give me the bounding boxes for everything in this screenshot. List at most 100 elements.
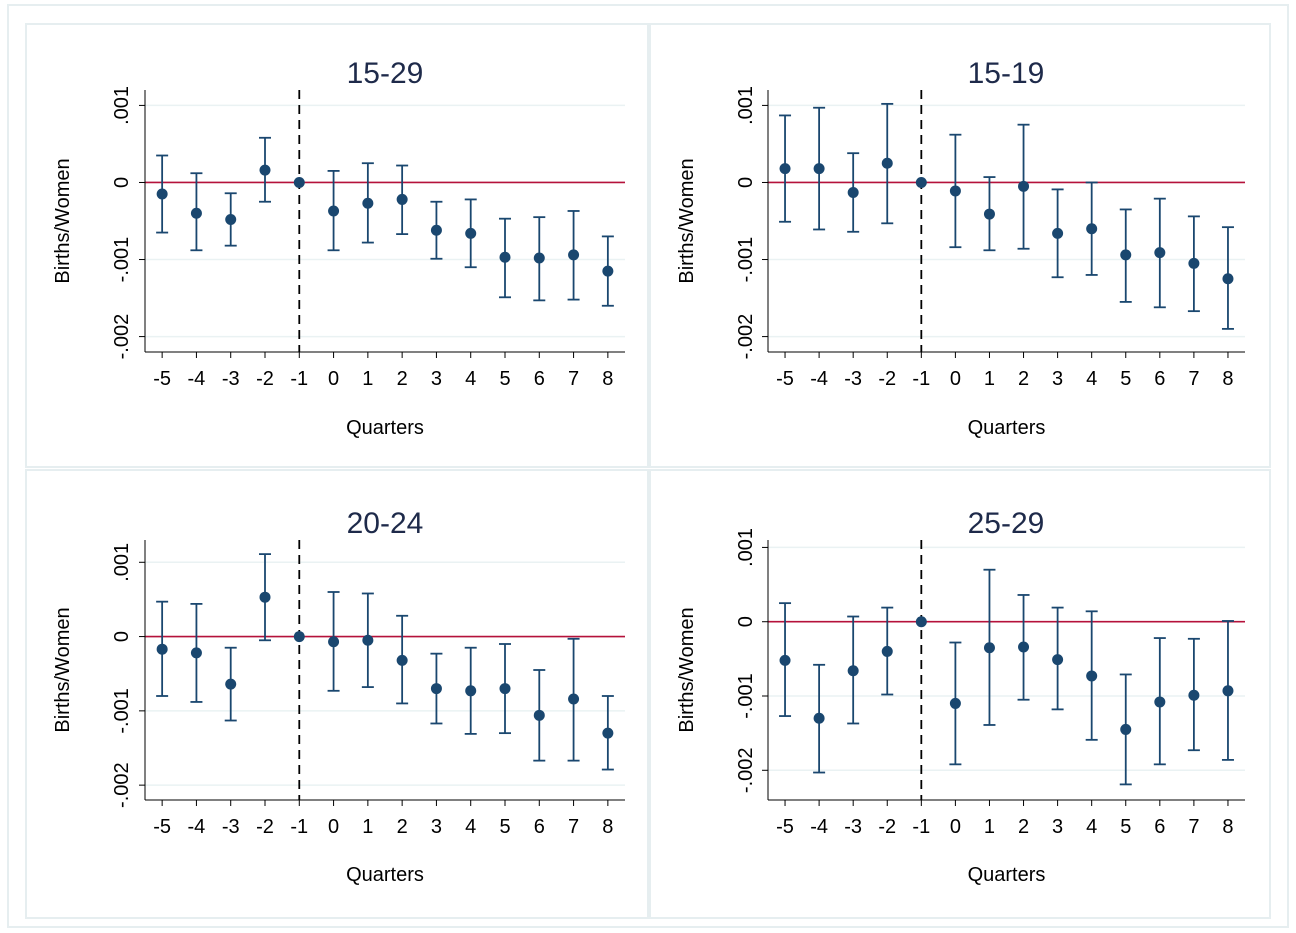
- x-tick-label: 1: [984, 368, 995, 390]
- point-estimate: [915, 616, 927, 628]
- x-tick-label: -5: [776, 368, 794, 390]
- point-estimate: [983, 208, 995, 220]
- point-estimate: [225, 678, 237, 690]
- point-estimate: [1120, 249, 1132, 261]
- point-estimate: [465, 685, 477, 697]
- y-tick-label: -.002: [111, 762, 133, 808]
- panel-title: 15-29: [347, 57, 424, 90]
- x-tick-label: -1: [912, 816, 930, 838]
- x-tick-label: 1: [984, 816, 995, 838]
- x-tick-label: 7: [1188, 816, 1199, 838]
- x-tick-label: 8: [1222, 816, 1233, 838]
- x-tick-label: 5: [499, 816, 510, 838]
- y-tick-label: .001: [735, 528, 757, 567]
- point-estimate: [568, 249, 580, 261]
- point-estimate: [813, 163, 825, 175]
- point-estimate: [949, 697, 961, 709]
- x-tick-label: 6: [534, 816, 545, 838]
- y-tick-label: -.001: [111, 237, 133, 283]
- panel-frame: [25, 23, 649, 468]
- x-tick-label: 0: [328, 816, 339, 838]
- point-estimate: [1052, 654, 1064, 666]
- x-tick-label: 4: [465, 368, 476, 390]
- point-estimate: [328, 636, 340, 648]
- point-estimate: [949, 185, 961, 197]
- y-tick-label: -.002: [111, 314, 133, 360]
- y-axis-label: Births/Women: [52, 158, 74, 283]
- x-axis-label: Quarters: [968, 864, 1046, 886]
- x-tick-label: 3: [1052, 368, 1063, 390]
- point-estimate: [293, 176, 305, 188]
- point-estimate: [1018, 180, 1030, 192]
- panel-15-19: .001 0 -.001 -.002 -5 -4 -3 -2 -1 0 1 2 3 4 5 6 7 8 15-19 Q…: [649, 23, 1271, 468]
- point-estimate: [1154, 696, 1166, 708]
- x-tick-label: -3: [222, 368, 240, 390]
- point-estimate: [499, 251, 511, 263]
- point-estimate: [156, 643, 168, 655]
- point-estimate: [1018, 641, 1030, 653]
- point-estimate: [881, 645, 893, 657]
- panel-frame: [649, 23, 1271, 468]
- point-estimate: [779, 654, 791, 666]
- point-estimate: [847, 665, 859, 677]
- x-axis-label: Quarters: [968, 417, 1046, 439]
- y-axis-label: Births/Women: [676, 607, 698, 732]
- x-tick-label: 0: [950, 816, 961, 838]
- y-tick-label: 0: [735, 616, 757, 627]
- y-tick-label: -.001: [735, 673, 757, 719]
- x-tick-label: -3: [844, 816, 862, 838]
- y-tick-label: -.001: [111, 688, 133, 734]
- x-tick-label: -2: [256, 368, 274, 390]
- x-tick-label: 2: [397, 816, 408, 838]
- x-tick-label: 5: [1120, 368, 1131, 390]
- point-estimate: [499, 683, 511, 695]
- point-estimate: [190, 647, 202, 659]
- y-tick-label: -.001: [735, 237, 757, 283]
- point-estimate: [259, 164, 271, 176]
- y-tick-label: -.002: [735, 314, 757, 360]
- x-tick-label: 5: [1120, 816, 1131, 838]
- x-tick-label: 6: [1154, 816, 1165, 838]
- x-tick-label: -4: [188, 816, 206, 838]
- point-estimate: [847, 186, 859, 198]
- x-tick-label: 7: [568, 368, 579, 390]
- y-tick-label: -.002: [735, 747, 757, 793]
- x-tick-label: -1: [290, 368, 308, 390]
- point-estimate: [328, 205, 340, 217]
- point-estimate: [1222, 273, 1234, 285]
- x-tick-label: -3: [222, 816, 240, 838]
- panel-title: 20-24: [347, 507, 424, 540]
- point-estimate: [465, 227, 477, 239]
- x-tick-label: 8: [1222, 368, 1233, 390]
- x-tick-label: 0: [950, 368, 961, 390]
- x-tick-label: 2: [1018, 368, 1029, 390]
- x-tick-label: 1: [362, 368, 373, 390]
- x-tick-label: -2: [878, 368, 896, 390]
- point-estimate: [293, 631, 305, 643]
- point-estimate: [1154, 247, 1166, 259]
- x-tick-label: -2: [878, 816, 896, 838]
- x-tick-label: -5: [776, 816, 794, 838]
- panel-title: 25-29: [968, 507, 1045, 540]
- x-tick-label: 3: [431, 816, 442, 838]
- x-tick-label: -3: [844, 368, 862, 390]
- panel-frame: [25, 469, 649, 919]
- x-tick-label: 6: [534, 368, 545, 390]
- point-estimate: [362, 197, 374, 209]
- point-estimate: [396, 654, 408, 666]
- panel-title: 15-19: [968, 57, 1045, 90]
- panel-20-24: .001 0 -.001 -.002 -5 -4 -3 -2 -1 0 1 2 3 4 5 6 7 8 20-24 Q…: [25, 469, 649, 919]
- x-axis-label: Quarters: [346, 864, 424, 886]
- point-estimate: [396, 193, 408, 205]
- point-estimate: [430, 224, 442, 236]
- x-tick-label: 8: [602, 368, 613, 390]
- point-estimate: [1188, 257, 1200, 269]
- x-tick-label: -4: [810, 368, 828, 390]
- x-tick-label: 2: [1018, 816, 1029, 838]
- y-axis-label: Births/Women: [676, 158, 698, 283]
- point-estimate: [779, 163, 791, 175]
- point-estimate: [362, 634, 374, 646]
- x-tick-label: 5: [499, 368, 510, 390]
